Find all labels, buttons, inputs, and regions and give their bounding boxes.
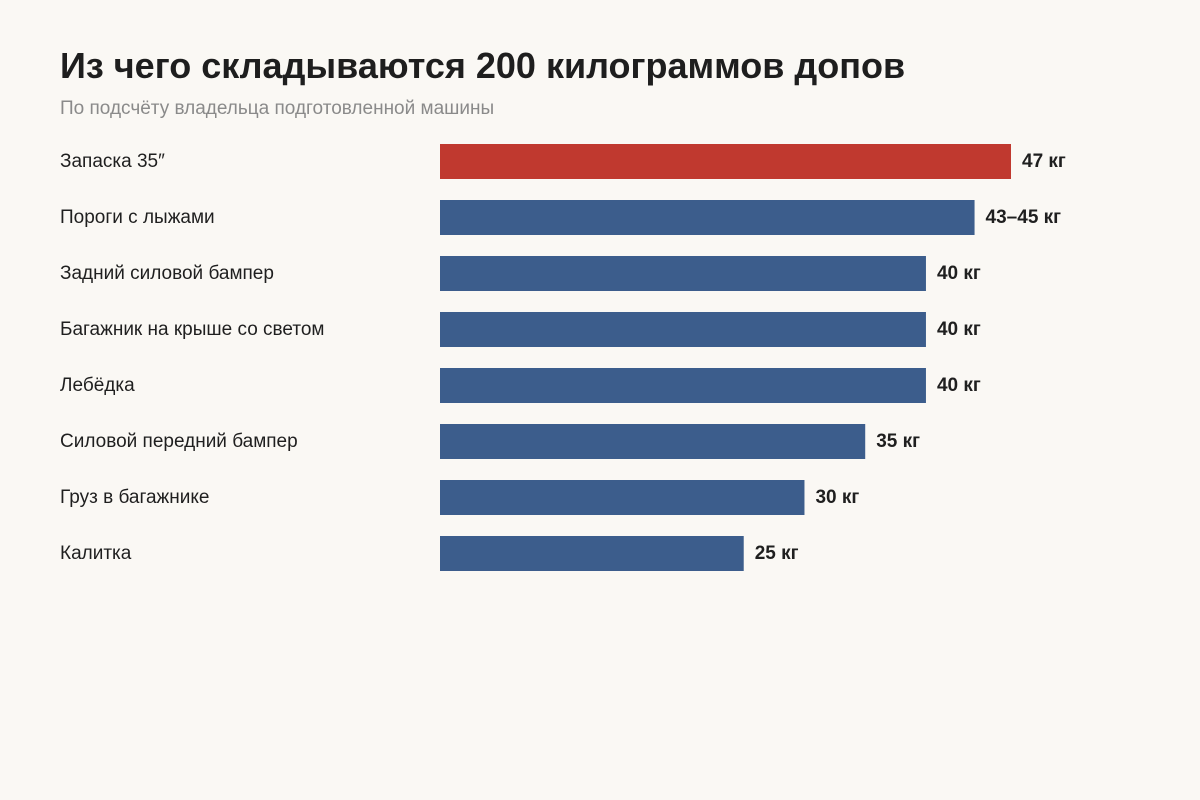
- category-label: Калитка: [60, 543, 132, 564]
- value-label: 25 кг: [755, 543, 799, 564]
- bar: [440, 312, 926, 347]
- category-label: Груз в багажнике: [60, 487, 209, 508]
- bar: [440, 368, 926, 403]
- chart-subtitle: По подсчёту владельца подготовленной маш…: [60, 98, 495, 119]
- category-label: Силовой передний бампер: [60, 431, 298, 452]
- chart-title: Из чего складываются 200 килограммов доп…: [60, 45, 906, 86]
- category-label: Запаска 35″: [60, 151, 165, 172]
- category-label: Лебёдка: [60, 375, 135, 396]
- value-label: 35 кг: [876, 431, 920, 452]
- category-label: Задний силовой бампер: [60, 263, 274, 284]
- value-label: 30 кг: [815, 487, 859, 508]
- bar: [440, 424, 866, 459]
- bar: [440, 200, 975, 235]
- bar: [440, 256, 926, 291]
- bar: [440, 536, 744, 571]
- category-label: Багажник на крыше со светом: [60, 319, 324, 340]
- bar: [440, 480, 805, 515]
- category-label: Пороги с лыжами: [60, 207, 215, 228]
- value-label: 43–45 кг: [986, 207, 1062, 228]
- value-label: 40 кг: [937, 263, 981, 284]
- value-label: 40 кг: [937, 319, 981, 340]
- bar: [440, 144, 1011, 179]
- value-label: 47 кг: [1022, 151, 1066, 172]
- value-label: 40 кг: [937, 375, 981, 396]
